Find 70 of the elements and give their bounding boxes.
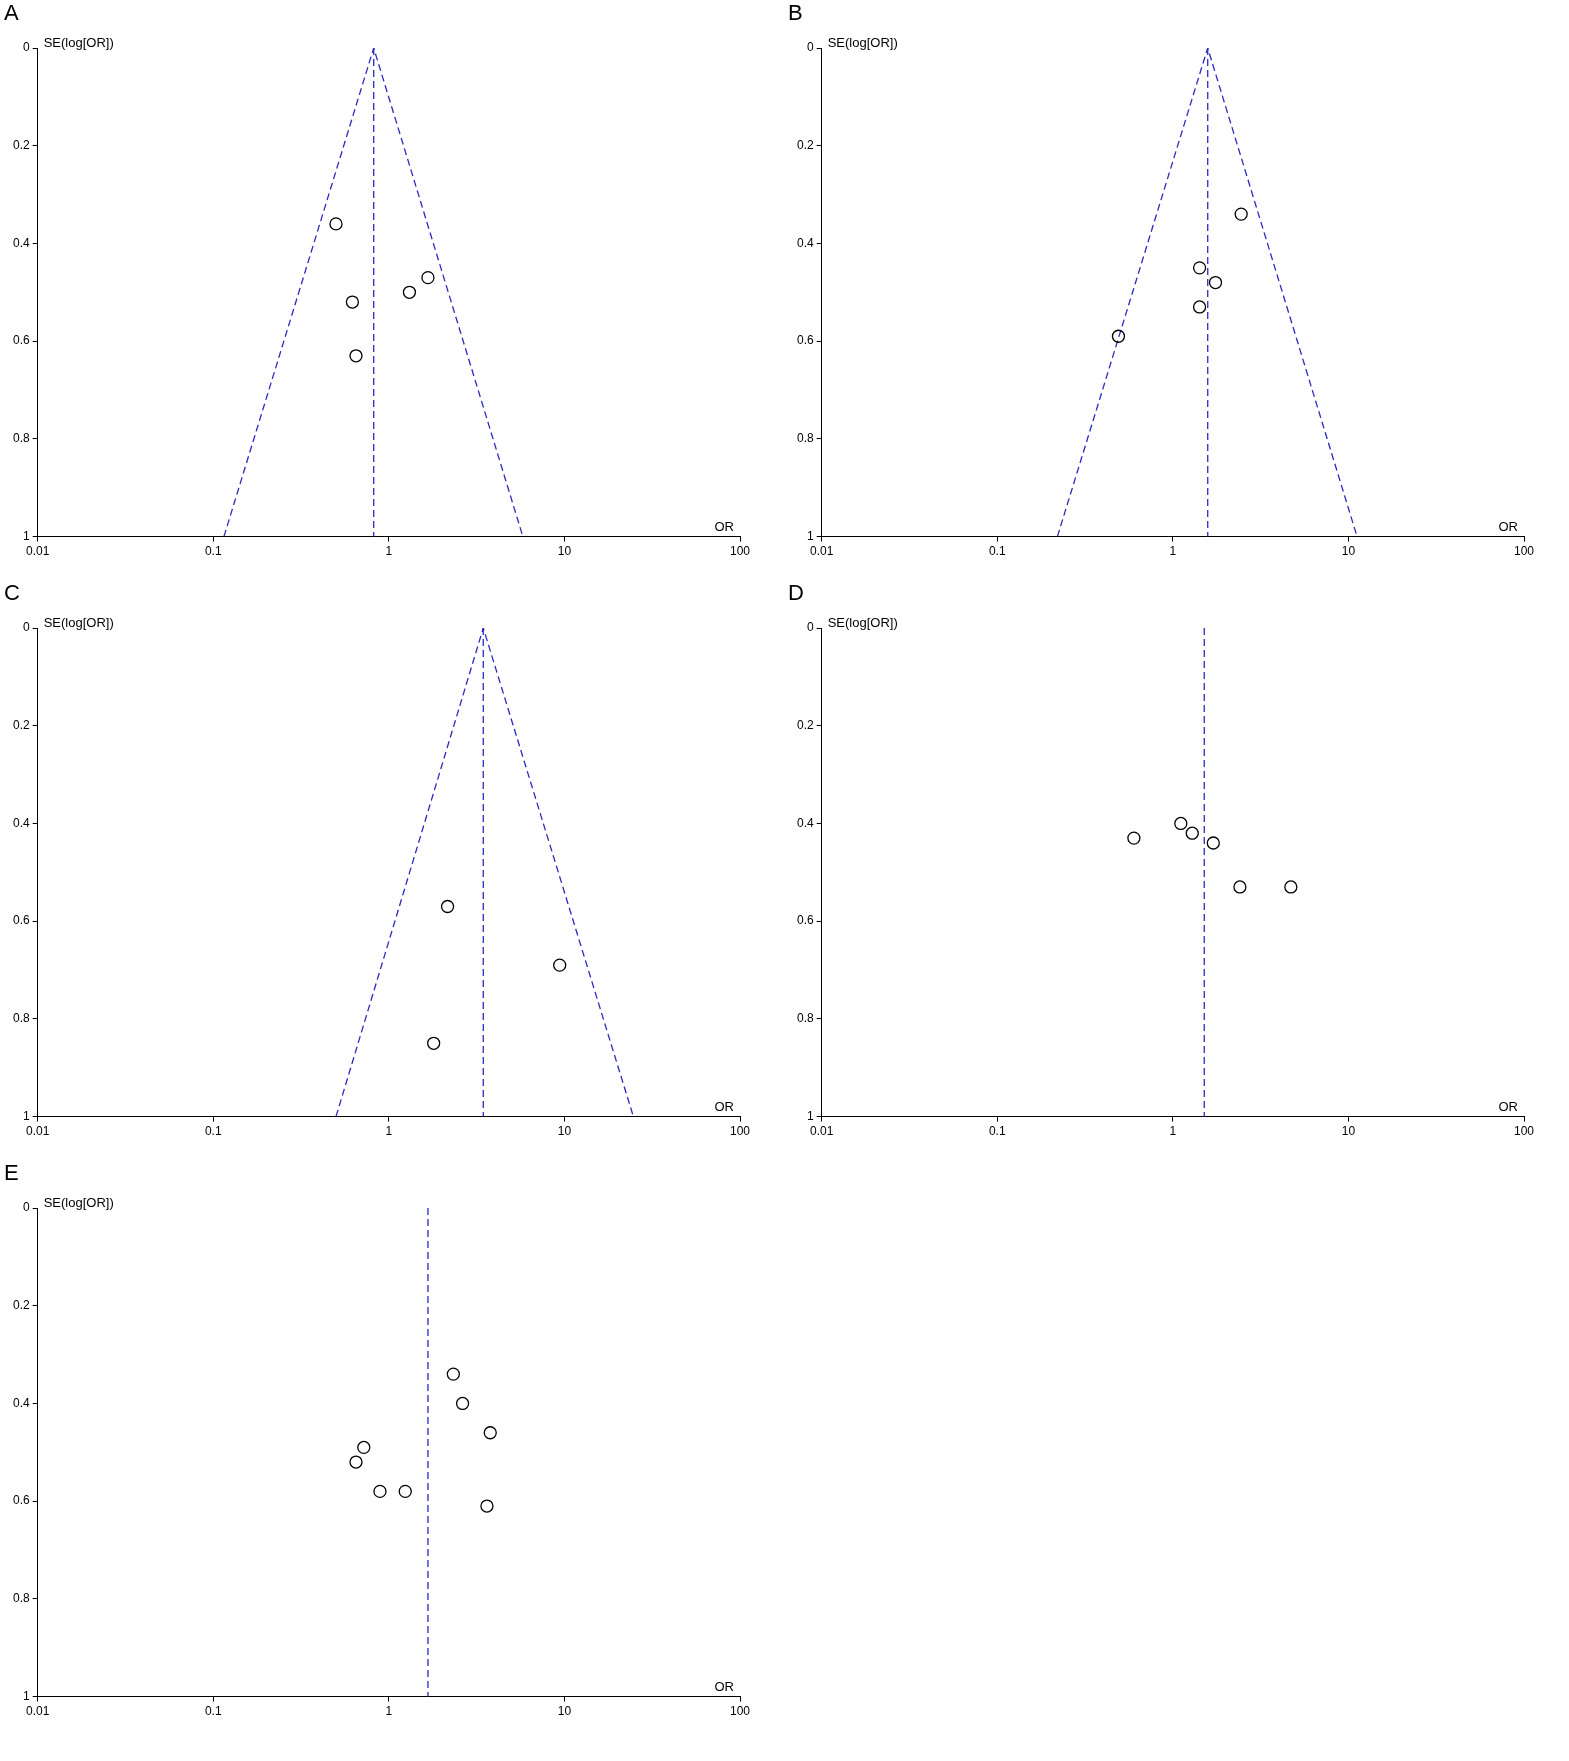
y-axis-title: SE(log[OR])	[827, 615, 898, 631]
x-tick-label: 100	[729, 1124, 751, 1139]
y-tick-label: 0.4	[796, 815, 814, 830]
x-tick-label: 100	[1513, 544, 1535, 559]
y-tick-label: 0.4	[796, 235, 814, 250]
x-tick-label: 0.1	[204, 1704, 222, 1719]
x-axis-title: OR	[1498, 1098, 1518, 1114]
x-tick-label: 1	[1169, 544, 1177, 559]
y-axis-title: SE(log[OR])	[43, 615, 114, 631]
chart-title: E	[3, 1160, 20, 1186]
y-tick-label: 0	[806, 620, 814, 635]
chart-title: C	[3, 580, 21, 606]
y-tick-label: 0.8	[12, 431, 30, 446]
y-tick-label: 0	[22, 40, 30, 55]
y-tick-label: 0.2	[12, 138, 30, 153]
chart-title: D	[787, 580, 805, 606]
x-axis-title: OR	[714, 518, 734, 534]
x-tick-label: 1	[385, 1704, 393, 1719]
x-tick-label: 0.01	[810, 1124, 834, 1139]
x-tick-label: 0.01	[26, 544, 50, 559]
x-tick-label: 1	[385, 1124, 393, 1139]
x-tick-label: 10	[1341, 1124, 1356, 1139]
y-tick-label: 0.6	[796, 333, 814, 348]
y-axis-title: SE(log[OR])	[43, 1195, 114, 1211]
x-tick-label: 0.1	[988, 1124, 1006, 1139]
y-tick-label: 0.2	[796, 138, 814, 153]
y-tick-label: 0.8	[12, 1011, 30, 1026]
y-tick-label: 0	[22, 620, 30, 635]
y-tick-label: 0.6	[796, 913, 814, 928]
x-tick-label: 1	[1169, 1124, 1177, 1139]
x-tick-label: 10	[557, 544, 572, 559]
x-axis-title: OR	[714, 1098, 734, 1114]
y-tick-label: 0.2	[12, 1298, 30, 1313]
x-tick-label: 0.1	[988, 544, 1006, 559]
y-tick-label: 0.6	[12, 1493, 30, 1508]
x-tick-label: 100	[729, 1704, 751, 1719]
y-tick-label: 1	[22, 1108, 30, 1123]
x-tick-label: 0.01	[26, 1124, 50, 1139]
x-tick-label: 10	[557, 1704, 572, 1719]
y-tick-label: 0.2	[12, 718, 30, 733]
y-tick-label: 0.6	[12, 913, 30, 928]
x-tick-label: 1	[385, 544, 393, 559]
y-tick-label: 0.4	[12, 1395, 30, 1410]
chart-title: B	[787, 0, 804, 26]
y-tick-label: 1	[22, 528, 30, 543]
x-tick-label: 100	[1513, 1124, 1535, 1139]
x-tick-label: 10	[1341, 544, 1356, 559]
y-axis-title: SE(log[OR])	[43, 35, 114, 51]
y-tick-label: 0.8	[12, 1591, 30, 1606]
y-tick-label: 0.6	[12, 333, 30, 348]
y-tick-label: 0.4	[12, 235, 30, 250]
x-tick-label: 10	[557, 1124, 572, 1139]
x-tick-label: 0.1	[204, 1124, 222, 1139]
y-tick-label: 0.4	[12, 815, 30, 830]
x-tick-label: 0.01	[26, 1704, 50, 1719]
y-tick-label: 1	[22, 1688, 30, 1703]
x-tick-label: 0.1	[204, 544, 222, 559]
x-tick-label: 100	[729, 544, 751, 559]
x-axis-title: OR	[714, 1678, 734, 1694]
y-tick-label: 0	[806, 40, 814, 55]
y-tick-label: 0.8	[796, 431, 814, 446]
y-tick-label: 1	[806, 1108, 814, 1123]
y-axis-title: SE(log[OR])	[827, 35, 898, 51]
y-tick-label: 0	[22, 1200, 30, 1215]
y-tick-label: 0.8	[796, 1011, 814, 1026]
chart-title: A	[3, 0, 20, 26]
y-tick-label: 1	[806, 528, 814, 543]
y-tick-label: 0.2	[796, 718, 814, 733]
x-tick-label: 0.01	[810, 544, 834, 559]
x-axis-title: OR	[1498, 518, 1518, 534]
